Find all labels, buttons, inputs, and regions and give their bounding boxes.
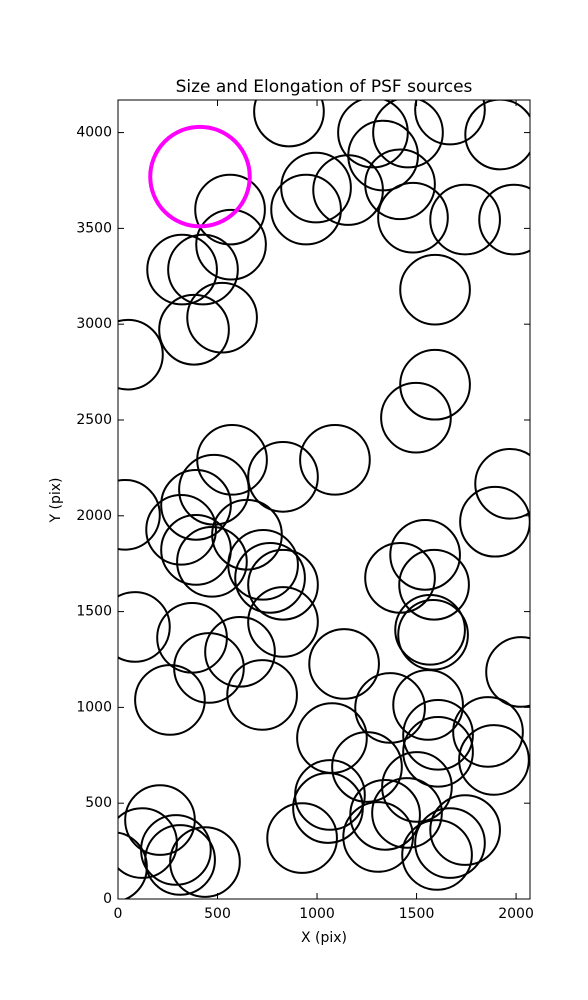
source-circle xyxy=(308,628,380,700)
source-circle xyxy=(118,807,178,879)
source-circle xyxy=(247,548,319,621)
source-circle xyxy=(458,724,530,796)
y-tick-label: 4000 xyxy=(76,125,112,141)
source-circle xyxy=(372,100,444,169)
y-axis-label: Y (pix) xyxy=(48,478,64,524)
source-circle xyxy=(194,173,266,246)
source-circle xyxy=(402,698,474,771)
x-tick-label: 1500 xyxy=(399,906,435,922)
source-circle xyxy=(266,802,338,874)
source-circle xyxy=(398,548,470,621)
source-circle xyxy=(380,381,452,454)
source-circle xyxy=(134,664,206,736)
y-tick-label: 0 xyxy=(103,891,112,907)
source-circle xyxy=(173,632,245,704)
source-circle xyxy=(371,777,443,849)
source-circle xyxy=(485,636,530,708)
source-circle xyxy=(399,253,471,326)
y-tick-label: 3000 xyxy=(76,316,112,332)
y-tick-label: 1000 xyxy=(76,699,112,715)
source-circle xyxy=(118,479,161,551)
source-circle xyxy=(474,447,530,520)
source-circle xyxy=(389,519,461,591)
source-circle xyxy=(478,183,530,256)
x-tick-label: 2000 xyxy=(498,906,534,922)
x-axis-label: X (pix) xyxy=(301,930,347,946)
source-circle xyxy=(247,586,319,658)
source-circle xyxy=(459,485,530,558)
plot-area xyxy=(118,100,530,899)
x-tick-label: 0 xyxy=(114,906,123,922)
y-tick-label: 2500 xyxy=(76,412,112,428)
source-circle xyxy=(429,794,501,866)
source-circle xyxy=(118,591,171,663)
source-circle xyxy=(464,100,530,171)
source-circle xyxy=(399,348,471,421)
source-circle xyxy=(414,807,486,879)
source-circle xyxy=(394,593,466,666)
source-circle xyxy=(176,525,248,598)
source-circle xyxy=(140,814,212,886)
source-circle xyxy=(337,100,409,169)
source-circle xyxy=(402,716,474,788)
source-circle xyxy=(158,293,230,366)
source-circle xyxy=(392,669,464,741)
source-circle xyxy=(253,100,325,148)
x-tick-label: 1000 xyxy=(299,906,335,922)
source-circle xyxy=(148,124,252,229)
source-circle xyxy=(401,819,473,891)
source-circle xyxy=(146,233,218,306)
source-circle xyxy=(118,318,164,391)
source-circle xyxy=(195,208,267,281)
y-tick-label: 500 xyxy=(85,795,112,811)
source-circle xyxy=(331,731,403,803)
source-circle xyxy=(247,441,319,513)
x-tick-label: 500 xyxy=(204,906,231,922)
source-circle xyxy=(204,615,276,688)
source-circle xyxy=(227,529,299,601)
source-circle xyxy=(294,759,366,831)
source-circle xyxy=(292,772,364,844)
source-circle xyxy=(280,151,352,224)
source-circle xyxy=(226,659,298,731)
source-circle xyxy=(414,100,486,146)
source-circle xyxy=(169,826,241,898)
source-circle xyxy=(167,233,239,306)
source-circle xyxy=(160,469,232,541)
source-circle xyxy=(234,542,306,614)
source-circle xyxy=(397,598,469,671)
source-circle xyxy=(270,173,342,246)
y-tick-label: 2000 xyxy=(76,508,112,524)
source-circle xyxy=(381,751,453,823)
source-circle xyxy=(364,148,436,221)
y-tick-label: 1500 xyxy=(76,604,112,620)
source-circle xyxy=(354,672,426,744)
source-circle xyxy=(452,696,524,768)
source-circle xyxy=(186,281,258,354)
source-circle xyxy=(429,183,501,256)
source-circle xyxy=(342,801,414,873)
source-circle xyxy=(145,493,217,566)
y-tick-label: 3500 xyxy=(76,220,112,236)
chart-title: Size and Elongation of PSF sources xyxy=(176,77,473,97)
source-circle xyxy=(377,181,449,254)
source-circle xyxy=(312,154,384,226)
source-circle xyxy=(299,424,371,496)
source-circle xyxy=(160,514,232,586)
plot-frame xyxy=(117,99,531,900)
source-circle xyxy=(118,831,148,899)
